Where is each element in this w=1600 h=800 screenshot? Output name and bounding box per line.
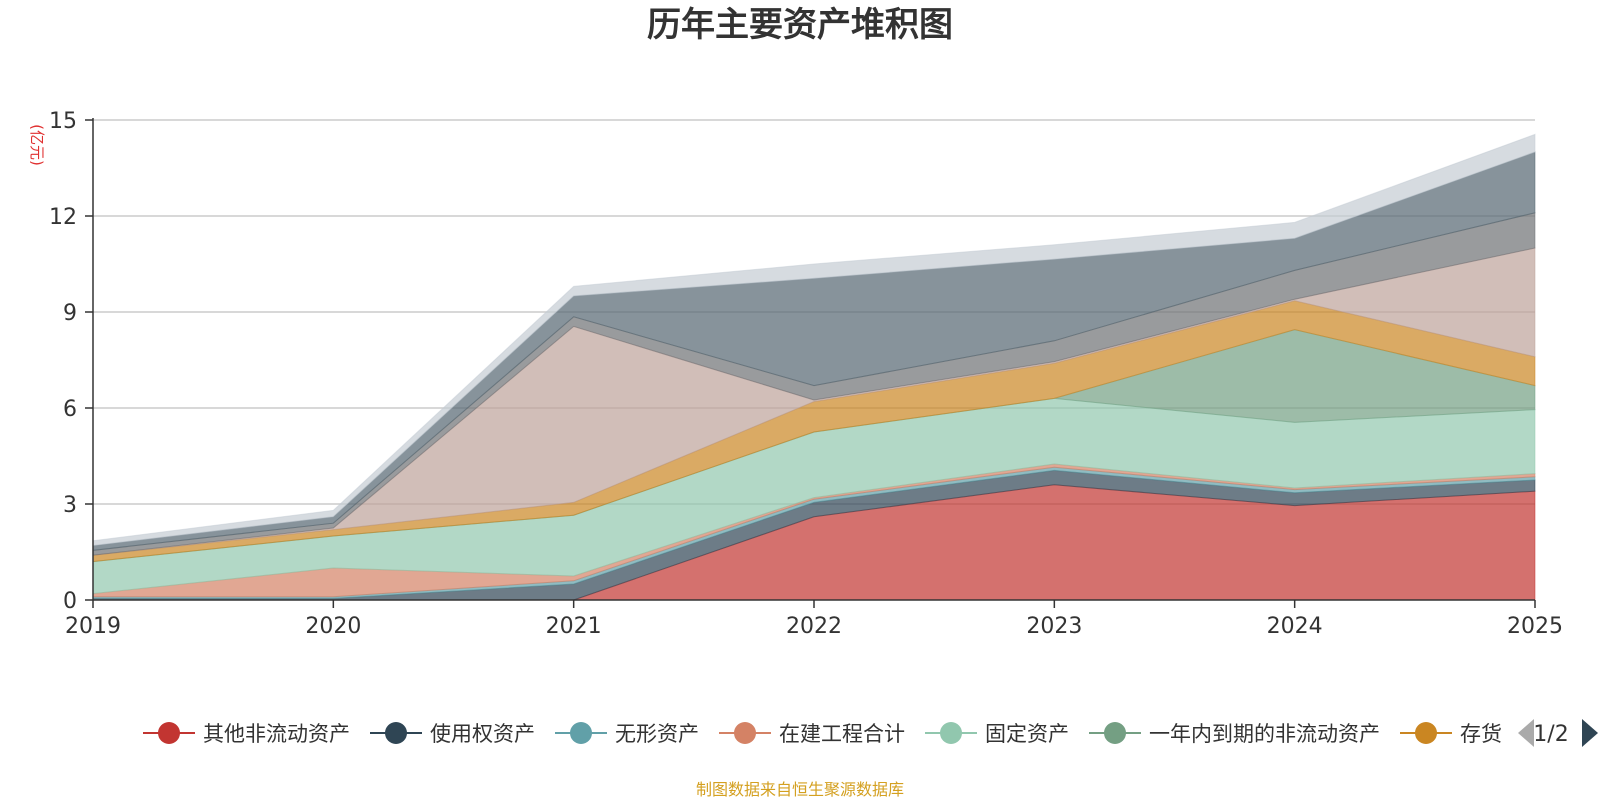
legend-next-page-icon[interactable]: [1582, 719, 1598, 747]
x-tick-label: 2024: [1267, 614, 1323, 639]
legend-label: 使用权资产: [430, 722, 535, 746]
chart-title: 历年主要资产堆积图: [647, 5, 953, 45]
legend-marker-icon: [1415, 722, 1437, 744]
y-axis-unit: (亿元): [28, 124, 46, 166]
legend-item[interactable]: 固定资产: [925, 722, 1069, 746]
x-tick-label: 2023: [1026, 614, 1082, 639]
legend-item[interactable]: 在建工程合计: [719, 722, 905, 746]
y-tick-label: 3: [63, 493, 77, 518]
legend-item[interactable]: 存货: [1400, 722, 1502, 746]
legend-prev-page-icon[interactable]: [1518, 719, 1534, 747]
axes: 0 3 6 9 12 15 2019 2020 2021 2022 2023 2024 2025: [49, 109, 1563, 639]
y-tick-label: 6: [63, 397, 77, 422]
legend-item[interactable]: 其他非流动资产: [143, 722, 350, 746]
y-tick-label: 0: [63, 589, 77, 614]
area-series-11[interactable]: [92, 133, 1536, 547]
legend-marker-icon: [158, 722, 180, 744]
area-series: [92, 133, 1536, 601]
legend-pager: 1/2: [1518, 719, 1598, 747]
x-tick-label: 2025: [1507, 614, 1563, 639]
legend-page-indicator: 1/2: [1533, 722, 1568, 747]
legend-label: 存货: [1460, 722, 1502, 746]
legend-item[interactable]: 使用权资产: [370, 722, 535, 746]
legend-label: 其他非流动资产: [203, 722, 350, 746]
legend-marker-icon: [385, 722, 407, 744]
x-tick-label: 2022: [786, 614, 842, 639]
legend-item[interactable]: 一年内到期的非流动资产: [1089, 722, 1380, 746]
legend-marker-icon: [1104, 722, 1126, 744]
y-tick-label: 9: [63, 301, 77, 326]
data-source-note: 制图数据来自恒生聚源数据库: [696, 780, 904, 799]
legend-label: 在建工程合计: [779, 722, 905, 746]
legend-marker-icon: [940, 722, 962, 744]
legend-label: 固定资产: [985, 722, 1069, 746]
y-tick-label: 12: [49, 205, 77, 230]
x-tick-label: 2020: [305, 614, 361, 639]
legend: 其他非流动资产 使用权资产 无形资产 在建工程合计 固定资产 一年内到期的非流动资产 存货: [143, 722, 1502, 746]
legend-marker-icon: [570, 722, 592, 744]
y-tick-label: 15: [49, 109, 77, 134]
legend-item[interactable]: 无形资产: [555, 722, 699, 746]
x-tick-label: 2019: [65, 614, 121, 639]
legend-label: 一年内到期的非流动资产: [1149, 722, 1380, 746]
legend-label: 无形资产: [615, 722, 699, 746]
x-tick-label: 2021: [546, 614, 602, 639]
legend-marker-icon: [734, 722, 756, 744]
